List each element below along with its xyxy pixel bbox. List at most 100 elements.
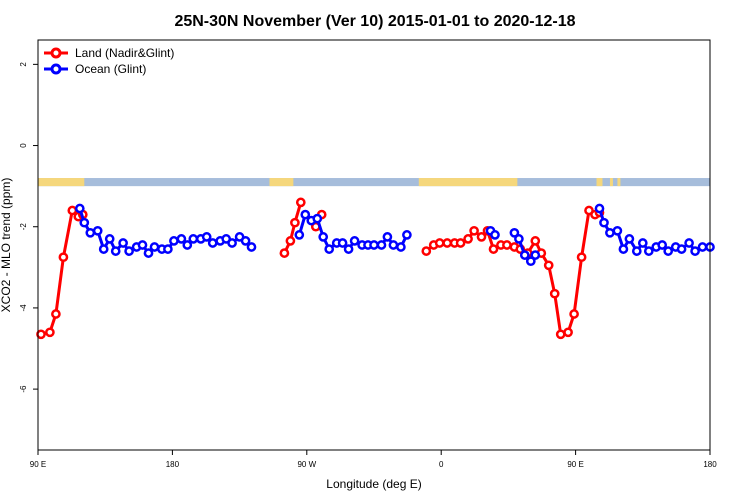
data-point: [207, 238, 218, 248]
y-axis-label: XCO2 - MLO trend (ppm): [0, 178, 13, 313]
data-point: [637, 238, 648, 248]
data-point: [36, 329, 46, 340]
data-point: [594, 203, 605, 214]
data-point: [143, 248, 154, 258]
land-band: [418, 178, 518, 187]
x-tick-label: 90 E: [567, 460, 583, 469]
data-point: [324, 244, 335, 254]
y-axis-ticks: 2 0 -2 -4 -6: [19, 62, 38, 393]
land-band: [269, 178, 294, 187]
data-point: [246, 242, 257, 252]
data-point: [657, 240, 668, 250]
data-point: [676, 244, 687, 254]
data-point: [421, 246, 432, 256]
data-point: [290, 217, 300, 228]
data-point: [318, 232, 329, 242]
data-point: [85, 227, 96, 238]
series-line: [40, 209, 84, 336]
data-point: [51, 309, 61, 319]
x-tick-label: 90 E: [30, 460, 46, 469]
x-tick-label: 180: [703, 460, 717, 469]
data-point: [149, 242, 160, 252]
data-point: [684, 238, 694, 248]
data-point: [74, 203, 85, 214]
legend-land-marker: [50, 47, 62, 59]
y-tick-label: 0: [19, 143, 28, 148]
data-point: [624, 234, 635, 244]
legend-ocean-marker: [50, 63, 62, 75]
data-point: [643, 246, 654, 256]
data-point: [124, 246, 134, 256]
data-point: [67, 205, 78, 216]
land-band: [617, 178, 621, 187]
data-point: [45, 327, 55, 338]
data-point: [605, 227, 615, 238]
data-point: [169, 236, 179, 246]
data-point: [509, 227, 520, 238]
data-point: [79, 217, 90, 228]
data-point: [285, 236, 296, 246]
data-point: [104, 234, 115, 244]
data-point: [58, 252, 69, 263]
data-point: [543, 260, 554, 271]
series-layer: [36, 197, 715, 340]
data-point: [98, 244, 109, 254]
y-tick-label: -6: [19, 385, 28, 393]
data-point: [312, 213, 323, 224]
data-point: [549, 288, 560, 299]
data-point: [337, 238, 348, 248]
land-band: [609, 178, 613, 187]
data-point: [555, 329, 566, 340]
data-point: [663, 246, 674, 256]
plot-frame: [37, 39, 711, 451]
data-point: [476, 232, 487, 242]
data-point: [343, 244, 354, 254]
data-point: [188, 234, 199, 244]
legend: Land (Nadir&Glint) Ocean (Glint): [44, 46, 174, 76]
data-point: [382, 232, 393, 242]
land-band: [38, 178, 85, 187]
data-point: [388, 240, 399, 250]
data-point: [92, 225, 103, 236]
data-point: [137, 240, 148, 250]
x-axis-label: Longitude (deg E): [326, 477, 421, 491]
x-tick-label: 90 W: [297, 460, 316, 469]
data-point: [163, 244, 173, 254]
chart-title: 25N-30N November (Ver 10) 2015-01-01 to …: [174, 13, 575, 30]
series-1: [74, 203, 715, 267]
data-point: [294, 230, 305, 240]
y-tick-label: -4: [19, 304, 28, 312]
data-point: [434, 238, 445, 248]
data-point: [455, 238, 466, 248]
data-point: [631, 246, 642, 256]
data-point: [576, 252, 587, 263]
data-point: [376, 240, 387, 250]
data-point: [525, 256, 536, 267]
data-point: [118, 238, 128, 248]
legend-ocean-label: Ocean (Glint): [75, 62, 146, 76]
data-point: [300, 209, 311, 220]
ocean-band: [38, 178, 710, 187]
data-point: [469, 225, 479, 236]
data-point: [697, 242, 708, 252]
data-point: [612, 225, 623, 236]
data-point: [240, 236, 251, 246]
x-tick-label: 180: [166, 460, 180, 469]
data-point: [442, 238, 453, 248]
data-point: [502, 240, 512, 250]
data-point: [295, 197, 306, 208]
x-tick-label: 0: [439, 460, 444, 469]
data-point: [227, 238, 237, 248]
series-line: [283, 201, 303, 254]
y-tick-label: -2: [19, 223, 28, 231]
data-point: [563, 327, 573, 338]
data-point: [519, 250, 530, 260]
data-point: [569, 309, 579, 319]
y-tick-label: 2: [19, 62, 28, 67]
data-point: [176, 234, 187, 244]
data-point: [402, 230, 412, 240]
land-band: [596, 178, 603, 187]
data-point: [530, 250, 541, 260]
data-point: [599, 217, 609, 228]
